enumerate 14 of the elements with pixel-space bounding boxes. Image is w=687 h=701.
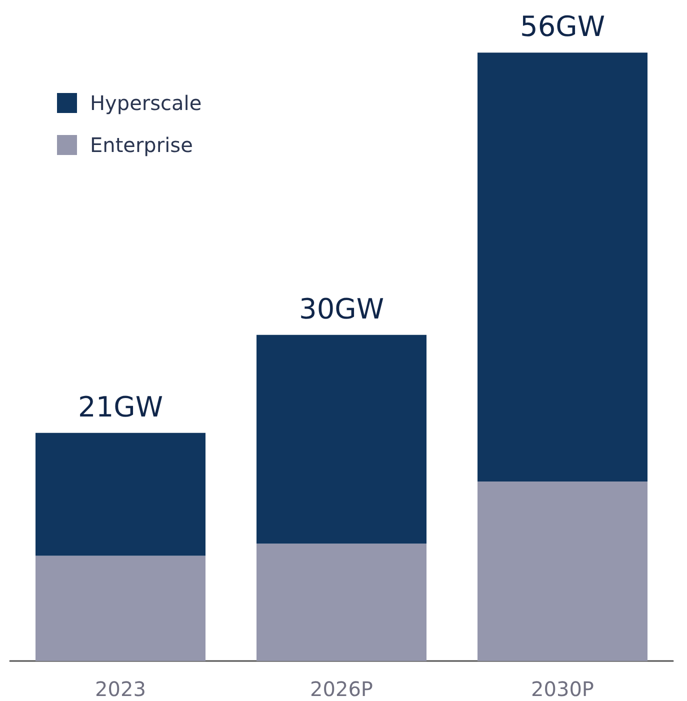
bar (36, 432, 206, 556)
bar (36, 556, 206, 661)
x-tick-label: 2023 (95, 677, 146, 701)
legend-label: Enterprise (90, 133, 193, 157)
legend-label: Hyperscale (90, 91, 202, 115)
bar (478, 482, 648, 661)
x-tick-label: 2030P (531, 677, 594, 701)
x-tick-label: 2026P (310, 677, 373, 701)
annotation: 56GW (520, 10, 606, 44)
bar (478, 52, 648, 482)
bar (256, 544, 426, 661)
annotation: 30GW (298, 292, 384, 326)
bar (256, 334, 426, 544)
annotation: 21GW (78, 390, 164, 424)
